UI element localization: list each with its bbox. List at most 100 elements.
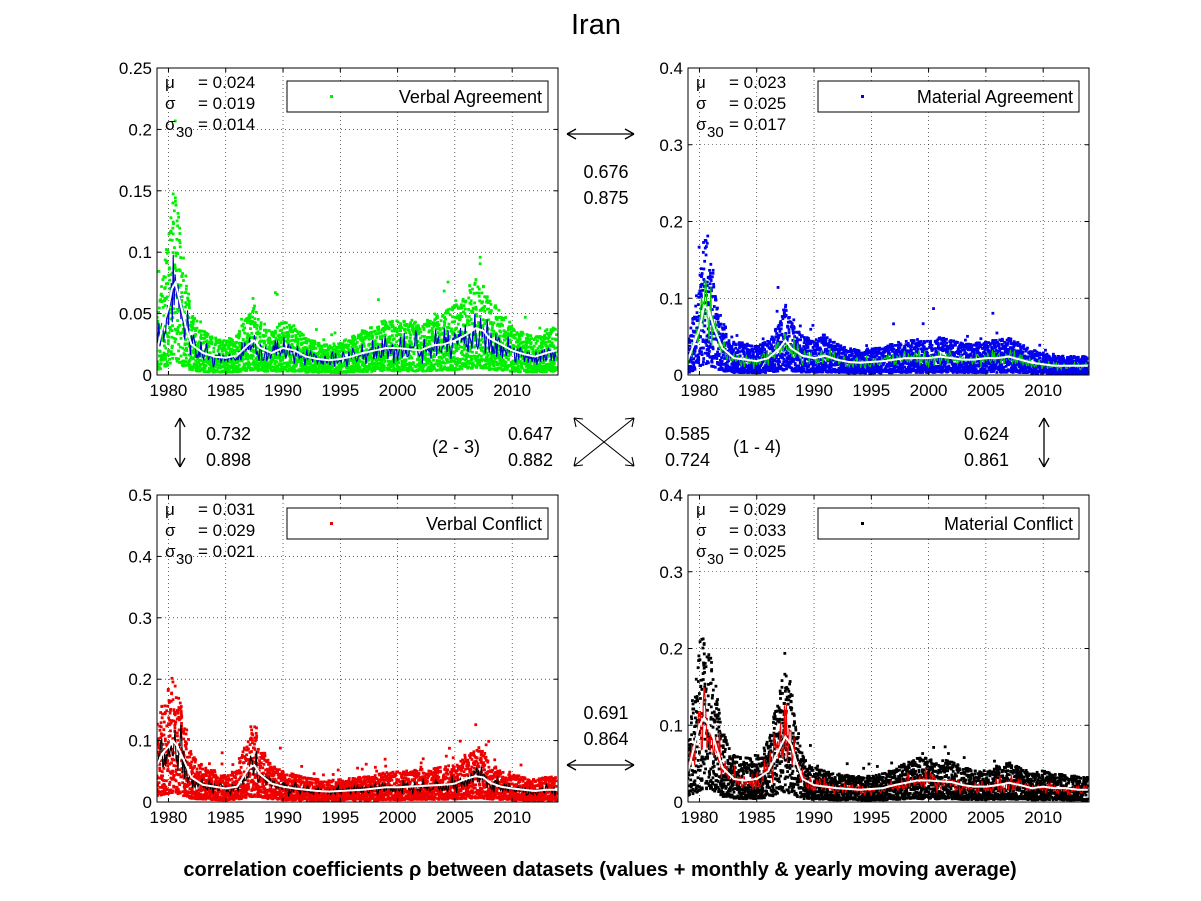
scatter-point [208,341,211,345]
scatter-point [460,367,464,371]
scatter-point [444,351,448,355]
scatter-point [454,360,458,364]
scatter-point [711,345,715,349]
scatter-point [367,358,370,362]
scatter-point [439,364,443,368]
scatter-point [697,355,701,359]
scatter-point [323,367,327,371]
scatter-point [798,344,801,348]
scatter-point [491,334,495,337]
scatter-point [173,266,177,270]
scatter-point [167,339,170,343]
scatter-point [426,360,430,364]
scatter-point [697,314,701,318]
scatter-point [289,328,293,332]
scatter-point [802,341,806,345]
scatter-point [722,345,726,349]
scatter-point [476,285,480,289]
scatter-point [316,370,320,374]
scatter-point [198,329,202,333]
scatter-point [323,351,327,354]
scatter-point [320,346,324,350]
scatter-point [708,274,712,278]
scatter-point [790,322,794,326]
scatter-point [438,328,442,332]
scatter-point [480,359,483,363]
scatter-point [789,361,793,365]
scatter-point [441,367,445,371]
scatter-point [762,351,766,355]
scatter-point [796,338,800,342]
scatter-point [764,368,768,372]
scatter-point [254,365,258,369]
scatter-point [394,334,398,337]
scatter-point [163,258,167,262]
scatter-point [550,341,554,345]
scatter-point [342,348,345,352]
scatter-point [308,339,312,343]
scatter-point [735,334,739,337]
scatter-point [272,365,276,369]
scatter-point [162,331,166,335]
scatter-point [477,294,481,298]
scatter-point [782,360,786,364]
scatter-point [461,332,465,336]
scatter-point [297,337,301,341]
scatter-point [523,340,526,344]
scatter-point [507,354,511,358]
scatter-point [474,344,478,347]
scatter-point [315,354,319,358]
scatter-point [261,362,265,365]
scatter-point [414,365,418,369]
scatter-point [366,366,370,369]
scatter-point [791,346,794,350]
scatter-point [354,338,357,341]
scatter-point [171,192,175,196]
scatter-point [750,360,754,364]
scatter-point [411,325,414,329]
scatter-point [329,346,332,350]
scatter-point [773,367,776,371]
scatter-point [264,328,268,332]
scatter-point [281,367,285,371]
scatter-point [420,360,423,364]
scatter-point [508,364,512,367]
scatter-point [460,350,464,353]
scatter-point [236,365,240,369]
scatter-point [302,341,306,344]
scatter-point [167,267,171,271]
scatter-point [468,332,472,336]
scatter-point [228,342,232,346]
scatter-point [158,354,161,358]
scatter-point [171,201,175,205]
scatter-point [538,326,542,330]
scatter-point [773,358,776,362]
scatter-point [280,321,284,325]
scatter-point [790,366,794,370]
scatter-point [274,337,278,341]
scatter-point [177,342,181,346]
scatter-point [779,365,782,368]
scatter-point [484,362,488,366]
scatter-point [173,199,177,203]
scatter-point [408,361,411,365]
scatter-point [399,333,403,337]
scatter-point [782,335,785,339]
scatter-point [334,359,338,363]
scatter-point [789,325,793,329]
scatter-point [549,332,553,336]
scatter-point [298,357,302,361]
scatter-point [363,331,367,335]
scatter-point [522,357,525,361]
scatter-point [169,216,173,220]
scatter-point [496,356,500,359]
scatter-point [554,358,558,362]
scatter-point [426,361,430,365]
scatter-point [358,366,362,370]
scatter-point [180,291,184,295]
scatter-point [513,360,516,364]
scatter-point [791,338,795,342]
scatter-point [175,268,179,272]
scatter-point [728,368,731,372]
scatter-point [438,368,442,372]
